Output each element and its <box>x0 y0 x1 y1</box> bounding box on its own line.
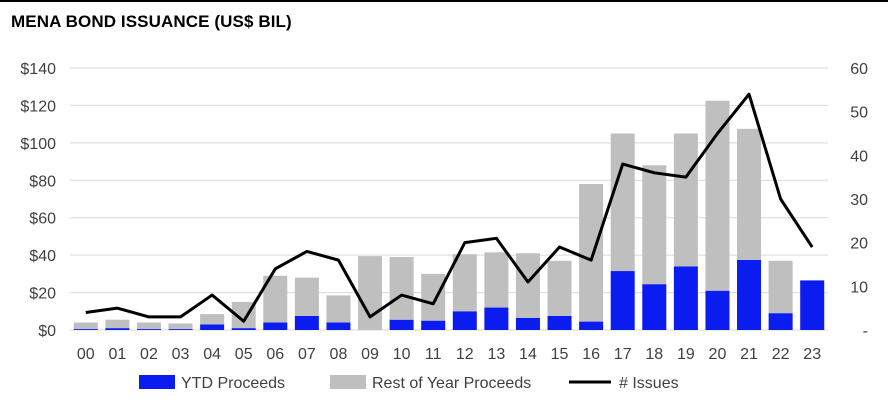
x-tick-label: 02 <box>140 346 158 363</box>
bar-ytd-proceeds <box>800 280 825 330</box>
y-left-tick-label: $60 <box>29 211 56 228</box>
y-left-tick-label: $20 <box>29 286 56 303</box>
bar-ytd-proceeds <box>705 290 730 330</box>
bar-rest-of-year-proceeds <box>547 260 572 316</box>
x-tick-label: 21 <box>740 346 758 363</box>
bar-rest-of-year-proceeds <box>737 128 762 260</box>
legend-label: YTD Proceeds <box>181 375 285 392</box>
x-tick-label: 16 <box>582 346 600 363</box>
bars <box>73 100 825 330</box>
x-tick-label: 09 <box>361 346 379 363</box>
legend-label: # Issues <box>619 375 679 392</box>
bar-ytd-proceeds <box>768 313 793 330</box>
x-tick-label: 17 <box>614 346 632 363</box>
axes: $0 $20 $40 $60 $80 $100 $120 $140 - 10 20 30 40 50 60 0… <box>20 61 868 363</box>
bar-rest-of-year-proceeds <box>105 319 130 329</box>
y-left-tick-label: $80 <box>29 173 56 190</box>
bar-ytd-proceeds <box>515 317 540 330</box>
gridlines <box>70 67 828 331</box>
legend-swatch <box>139 375 175 389</box>
issues-line <box>85 92 814 323</box>
x-tick-label: 13 <box>487 346 505 363</box>
y-right-tick-label: 60 <box>850 61 868 78</box>
x-tick-label: 11 <box>425 346 442 363</box>
x-tick-label: 14 <box>519 346 537 363</box>
legend: YTD Proceeds Rest of Year Proceeds # Issue… <box>139 375 679 392</box>
x-tick-label: 19 <box>677 346 695 363</box>
y-left-tick-label: $140 <box>20 61 56 78</box>
legend-swatch <box>330 375 366 389</box>
bar-ytd-proceeds <box>737 259 762 330</box>
y-right-tick-label: 40 <box>850 148 868 165</box>
bar-ytd-proceeds <box>326 322 351 330</box>
x-tick-label: 23 <box>803 346 821 363</box>
bar-rest-of-year-proceeds <box>200 314 225 325</box>
x-tick-label: 08 <box>330 346 348 363</box>
bar-rest-of-year-proceeds <box>610 133 635 272</box>
bar-rest-of-year-proceeds <box>136 322 161 330</box>
x-tick-label: 18 <box>645 346 663 363</box>
x-tick-label: 03 <box>172 346 190 363</box>
y-left-tick-label: $0 <box>38 323 56 340</box>
issues-line-path <box>85 92 814 323</box>
x-tick-label: 04 <box>203 346 221 363</box>
y-right-tick-label: 10 <box>850 279 868 296</box>
bar-ytd-proceeds <box>168 329 193 330</box>
y-right-tick-label: 50 <box>850 105 868 122</box>
x-tick-label: 05 <box>235 346 253 363</box>
bar-rest-of-year-proceeds <box>358 256 383 330</box>
bar-ytd-proceeds <box>484 307 509 330</box>
bar-rest-of-year-proceeds <box>768 260 793 314</box>
x-tick-label: 06 <box>266 346 284 363</box>
x-tick-label: 00 <box>77 346 95 363</box>
bar-ytd-proceeds <box>136 329 161 330</box>
x-tick-label: 07 <box>298 346 316 363</box>
bar-rest-of-year-proceeds <box>389 257 414 320</box>
bar-rest-of-year-proceeds <box>642 165 667 285</box>
bar-rest-of-year-proceeds <box>73 322 98 330</box>
top-rule <box>0 0 888 2</box>
bar-rest-of-year-proceeds <box>326 295 351 323</box>
bar-ytd-proceeds <box>610 271 635 330</box>
bar-ytd-proceeds <box>452 311 477 330</box>
bar-rest-of-year-proceeds <box>421 273 446 321</box>
y-right-tick-label: 30 <box>850 192 868 209</box>
x-tick-label: 01 <box>108 346 126 363</box>
bar-ytd-proceeds <box>642 284 667 330</box>
bar-ytd-proceeds <box>389 319 414 330</box>
bar-rest-of-year-proceeds <box>515 253 540 318</box>
bar-ytd-proceeds <box>421 320 446 330</box>
x-tick-label: 10 <box>393 346 411 363</box>
bar-ytd-proceeds <box>231 328 256 330</box>
bar-ytd-proceeds <box>105 328 130 330</box>
y-left-tick-label: $40 <box>29 248 56 265</box>
bar-rest-of-year-proceeds <box>484 252 509 308</box>
y-right-tick-label: - <box>863 323 868 340</box>
x-tick-label: 12 <box>456 346 474 363</box>
bar-rest-of-year-proceeds <box>579 184 604 322</box>
chart-title: MENA BOND ISSUANCE (US$ BIL) <box>11 12 292 31</box>
x-tick-label: 22 <box>772 346 790 363</box>
x-tick-label: 20 <box>709 346 727 363</box>
x-tick-label: 15 <box>551 346 569 363</box>
bar-ytd-proceeds <box>73 329 98 330</box>
bar-ytd-proceeds <box>294 315 319 330</box>
y-left-tick-label: $100 <box>20 136 56 153</box>
bar-rest-of-year-proceeds <box>705 100 730 291</box>
y-left-tick-label: $120 <box>20 98 56 115</box>
bar-ytd-proceeds <box>673 266 698 330</box>
legend-label: Rest of Year Proceeds <box>372 375 531 392</box>
bar-rest-of-year-proceeds <box>673 133 698 267</box>
bar-ytd-proceeds <box>547 315 572 330</box>
bar-rest-of-year-proceeds <box>452 254 477 312</box>
bar-ytd-proceeds <box>263 322 288 330</box>
y-right-tick-label: 20 <box>850 236 868 253</box>
bar-ytd-proceeds <box>579 321 604 330</box>
bar-ytd-proceeds <box>200 324 225 330</box>
bar-rest-of-year-proceeds <box>168 323 193 330</box>
bar-rest-of-year-proceeds <box>294 277 319 316</box>
